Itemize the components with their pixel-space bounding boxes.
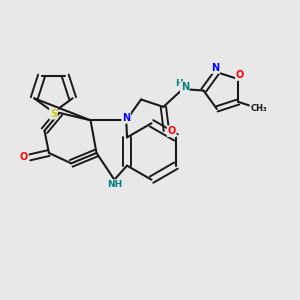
Text: NH: NH — [107, 180, 122, 189]
Text: O: O — [20, 152, 28, 162]
Text: O: O — [236, 70, 244, 80]
Text: N: N — [122, 113, 130, 123]
Text: O: O — [168, 126, 176, 136]
Text: S: S — [50, 109, 57, 119]
Text: CH₃: CH₃ — [250, 104, 267, 113]
Text: N: N — [181, 82, 189, 92]
Text: H: H — [175, 79, 183, 88]
Text: N: N — [211, 63, 219, 73]
